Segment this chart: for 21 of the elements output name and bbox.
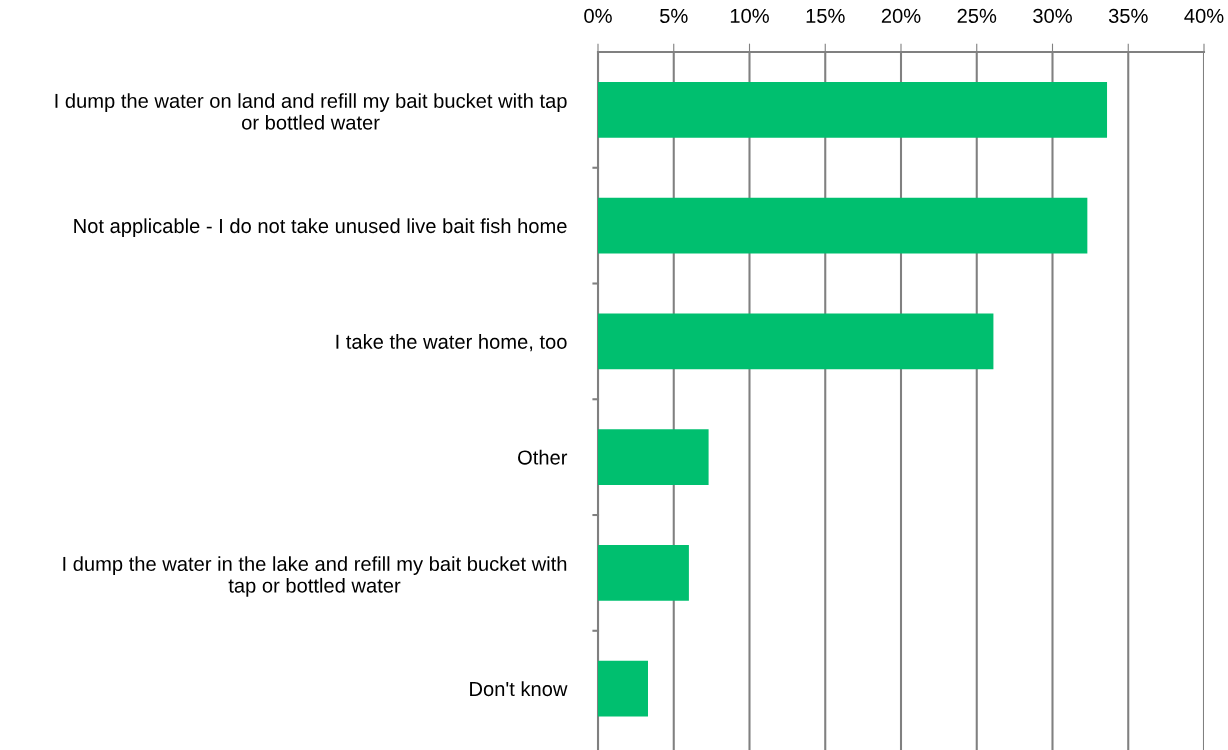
- x-tick-label: 0%: [584, 8, 612, 24]
- y-tick-label: I dump the water on land and refill my bait bucket with tap or bottled water: [55, 93, 567, 130]
- bar: [598, 660, 648, 717]
- x-tick-label: 10%: [730, 8, 769, 24]
- bar: [598, 313, 994, 370]
- x-tick-label: 25%: [957, 8, 997, 24]
- x-tick-label: 30%: [1033, 8, 1072, 24]
- y-tick-label: Not applicable - I do not take unused live bait fish home: [74, 218, 567, 238]
- x-tick-label: 5%: [660, 8, 688, 24]
- y-tick-label: I take the water home, too: [336, 334, 567, 352]
- bar: [598, 429, 709, 485]
- x-tick-label: 15%: [806, 8, 845, 24]
- bar: [598, 82, 1108, 138]
- x-tick-label: 35%: [1108, 8, 1148, 24]
- x-tick-label: 40%: [1184, 8, 1224, 24]
- y-tick-label: I dump the water in the lake and refill my bait bucket with tap or bottled water: [63, 556, 567, 597]
- bar: [598, 545, 689, 601]
- x-tick-label: 20%: [881, 8, 921, 24]
- bar: [598, 197, 1088, 254]
- y-tick-label: Other: [518, 449, 568, 465]
- y-tick-label: Don't know: [470, 681, 568, 697]
